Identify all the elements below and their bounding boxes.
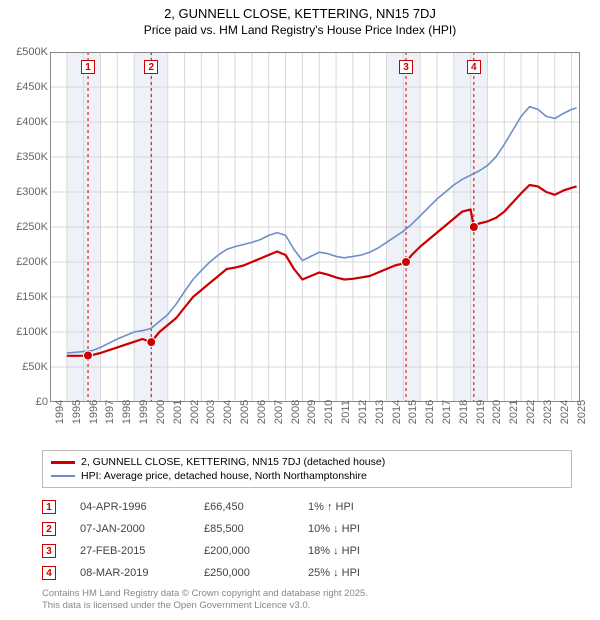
x-tick-label: 2008 xyxy=(290,400,302,424)
tx-price: £66,450 xyxy=(204,501,284,513)
x-tick-label: 2004 xyxy=(222,400,234,424)
legend-item-hpi: HPI: Average price, detached house, Nort… xyxy=(51,469,563,483)
x-tick-label: 2023 xyxy=(542,400,554,424)
x-tick-label: 2009 xyxy=(306,400,318,424)
y-tick-label: £0 xyxy=(0,396,48,408)
y-tick-label: £150K xyxy=(0,291,48,303)
x-tick-label: 2016 xyxy=(424,400,436,424)
x-tick-label: 2021 xyxy=(508,400,520,424)
y-tick-label: £500K xyxy=(0,46,48,58)
legend-item-price: 2, GUNNELL CLOSE, KETTERING, NN15 7DJ (d… xyxy=(51,455,563,469)
x-tick-label: 2013 xyxy=(374,400,386,424)
chart-container: 2, GUNNELL CLOSE, KETTERING, NN15 7DJ Pr… xyxy=(0,0,600,620)
marker-number-box: 2 xyxy=(144,60,158,74)
x-tick-label: 1998 xyxy=(121,400,133,424)
y-tick-label: £50K xyxy=(0,361,48,373)
x-tick-label: 2015 xyxy=(407,400,419,424)
x-tick-label: 2012 xyxy=(357,400,369,424)
x-tick-label: 2005 xyxy=(239,400,251,424)
table-row: 3 27-FEB-2015 £200,000 18% ↓ HPI xyxy=(42,540,408,562)
table-row: 1 04-APR-1996 £66,450 1% ↑ HPI xyxy=(42,496,408,518)
table-row: 2 07-JAN-2000 £85,500 10% ↓ HPI xyxy=(42,518,408,540)
tx-number-box: 1 xyxy=(42,500,56,514)
title-line1: 2, GUNNELL CLOSE, KETTERING, NN15 7DJ xyxy=(0,6,600,21)
titles: 2, GUNNELL CLOSE, KETTERING, NN15 7DJ Pr… xyxy=(0,0,600,37)
x-tick-label: 1995 xyxy=(71,400,83,424)
tx-hpi: 1% ↑ HPI xyxy=(308,501,408,513)
x-tick-label: 2001 xyxy=(172,400,184,424)
x-tick-label: 2018 xyxy=(458,400,470,424)
legend-label-hpi: HPI: Average price, detached house, Nort… xyxy=(81,470,367,482)
x-tick-label: 2022 xyxy=(525,400,537,424)
footer: Contains HM Land Registry data © Crown c… xyxy=(42,588,368,612)
x-tick-label: 2007 xyxy=(273,400,285,424)
marker-number-box: 1 xyxy=(81,60,95,74)
footer-line1: Contains HM Land Registry data © Crown c… xyxy=(42,588,368,600)
x-tick-label: 1994 xyxy=(54,400,66,424)
y-tick-label: £450K xyxy=(0,81,48,93)
legend: 2, GUNNELL CLOSE, KETTERING, NN15 7DJ (d… xyxy=(42,450,572,488)
x-tick-label: 1996 xyxy=(88,400,100,424)
y-tick-label: £350K xyxy=(0,151,48,163)
x-tick-label: 2024 xyxy=(559,400,571,424)
plot-area xyxy=(50,52,580,402)
legend-label-price: 2, GUNNELL CLOSE, KETTERING, NN15 7DJ (d… xyxy=(81,456,385,468)
tx-price: £85,500 xyxy=(204,523,284,535)
tx-hpi: 10% ↓ HPI xyxy=(308,523,408,535)
y-tick-label: £300K xyxy=(0,186,48,198)
tx-date: 27-FEB-2015 xyxy=(80,545,180,557)
x-tick-label: 2011 xyxy=(340,400,352,424)
x-tick-label: 2002 xyxy=(189,400,201,424)
y-tick-label: £250K xyxy=(0,221,48,233)
x-tick-label: 2025 xyxy=(576,400,588,424)
x-tick-label: 2014 xyxy=(391,400,403,424)
tx-price: £200,000 xyxy=(204,545,284,557)
x-tick-label: 2020 xyxy=(491,400,503,424)
tx-hpi: 25% ↓ HPI xyxy=(308,567,408,579)
tx-number-box: 3 xyxy=(42,544,56,558)
tx-number-box: 4 xyxy=(42,566,56,580)
x-tick-label: 2000 xyxy=(155,400,167,424)
transaction-table: 1 04-APR-1996 £66,450 1% ↑ HPI 2 07-JAN-… xyxy=(42,496,408,584)
x-tick-label: 2019 xyxy=(475,400,487,424)
tx-date: 07-JAN-2000 xyxy=(80,523,180,535)
y-tick-label: £100K xyxy=(0,326,48,338)
legend-swatch-price xyxy=(51,461,75,464)
footer-line2: This data is licensed under the Open Gov… xyxy=(42,600,368,612)
tx-date: 08-MAR-2019 xyxy=(80,567,180,579)
x-tick-label: 1999 xyxy=(138,400,150,424)
table-row: 4 08-MAR-2019 £250,000 25% ↓ HPI xyxy=(42,562,408,584)
legend-swatch-hpi xyxy=(51,475,75,477)
x-tick-label: 1997 xyxy=(104,400,116,424)
y-tick-label: £200K xyxy=(0,256,48,268)
x-tick-label: 2006 xyxy=(256,400,268,424)
marker-number-box: 3 xyxy=(399,60,413,74)
tx-date: 04-APR-1996 xyxy=(80,501,180,513)
title-line2: Price paid vs. HM Land Registry's House … xyxy=(0,23,600,37)
x-tick-label: 2017 xyxy=(441,400,453,424)
marker-number-box: 4 xyxy=(467,60,481,74)
tx-hpi: 18% ↓ HPI xyxy=(308,545,408,557)
y-tick-label: £400K xyxy=(0,116,48,128)
plot-svg xyxy=(50,52,580,402)
x-tick-label: 2010 xyxy=(323,400,335,424)
tx-price: £250,000 xyxy=(204,567,284,579)
tx-number-box: 2 xyxy=(42,522,56,536)
x-tick-label: 2003 xyxy=(205,400,217,424)
